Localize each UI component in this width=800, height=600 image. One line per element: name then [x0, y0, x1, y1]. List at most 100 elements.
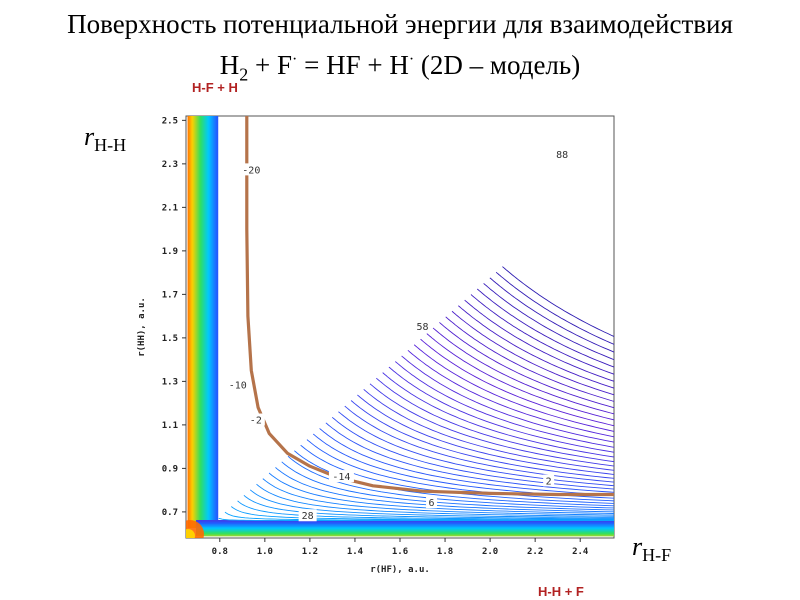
contour-line [489, 277, 614, 353]
y-tick-label: 2.1 [162, 203, 178, 213]
contour-label-bg [543, 474, 555, 487]
contour-line [287, 455, 614, 509]
y-tick-label: 1.5 [162, 334, 178, 344]
reaction-path [245, 116, 614, 497]
contour-line [369, 383, 614, 467]
contour-line [363, 389, 614, 471]
x-tick-label: 2.2 [527, 547, 543, 557]
reactants-label: H-H + F [538, 584, 584, 599]
x-axis-variable: rH-F [632, 532, 671, 566]
contour-value-label: 28 [302, 511, 314, 522]
x-tick-label: 1.4 [347, 547, 364, 557]
contour-line [388, 366, 614, 453]
contour-line [394, 361, 614, 448]
contour-line [237, 500, 614, 520]
contour-line [319, 428, 614, 496]
contour-line [249, 489, 614, 518]
contour-line [325, 422, 614, 493]
contour-value-label: 88 [556, 150, 568, 161]
contour-line [382, 372, 614, 458]
contour-line [256, 483, 614, 517]
contour-line [281, 461, 614, 511]
contour-label-bg [413, 320, 432, 332]
contour-value-label: -2 [250, 416, 262, 427]
contour-value-label: -10 [229, 381, 247, 392]
contour-label-bg [298, 509, 317, 522]
contour-line [445, 316, 614, 402]
contour-line [224, 511, 614, 521]
x-tick-label: 2.4 [572, 547, 589, 557]
y-tick-label: 1.9 [162, 247, 178, 257]
contour-line [306, 439, 614, 502]
title-line-2: H2 + F· = HF + H· (2D – модель) [0, 44, 800, 90]
contour-line [407, 349, 614, 438]
contour-value-label: 6 [429, 498, 435, 509]
contour-label-bg [238, 163, 264, 176]
x-tick-label: 1.0 [257, 547, 273, 557]
title-plus-f: + F [248, 50, 293, 80]
y-axis-variable: rH-H [84, 122, 126, 156]
y-variable-subscript: H-H [94, 135, 127, 156]
contour-line [350, 400, 614, 479]
title-h-subscript: 2 [239, 64, 249, 85]
y-tick-label: 1.1 [162, 421, 178, 431]
products-label: H-F + H [192, 80, 238, 95]
title-model: (2D – модель) [414, 50, 581, 80]
contour-value-label: -14 [332, 472, 350, 483]
contour-line [331, 416, 614, 490]
contour-line [470, 294, 614, 375]
title-radical-dot-2: · [408, 51, 415, 68]
y-tick-label: 1.7 [162, 290, 178, 300]
x-tick-label: 1.6 [392, 547, 408, 557]
contour-line [458, 305, 614, 389]
x-axis-label: r(HF), a.u. [370, 565, 430, 575]
contour-label-bg [426, 496, 438, 509]
contour-value-label: 2 [546, 476, 552, 487]
y-variable-symbol: r [84, 122, 95, 151]
contour-line [476, 288, 614, 368]
contour-line [300, 444, 614, 504]
axis-ticks: 0.8 1.0 1.2 1.4 1.6 1.8 2.0 2.2 2.4 0.7 0.9 1.1 1.3 1… [162, 116, 589, 557]
contour-line [451, 310, 614, 396]
contour-line [262, 478, 614, 516]
contour-line [344, 405, 614, 483]
contour-label-bg [328, 470, 354, 483]
y-tick-label: 2.3 [162, 160, 178, 170]
x-tick-label: 0.8 [212, 547, 228, 557]
y-tick-label: 0.7 [162, 508, 178, 518]
contour-line [294, 450, 614, 507]
title-h: H [219, 50, 240, 80]
contour-label-bg [553, 148, 572, 161]
x-tick-label: 2.0 [482, 547, 498, 557]
contour-lines [186, 116, 614, 538]
title-equals-hf-h: = HF + H [297, 50, 409, 80]
y-tick-label: 0.9 [162, 464, 178, 474]
x-variable-subscript: H-F [642, 545, 672, 566]
contour-line [420, 338, 614, 427]
contour-value-label: -20 [242, 165, 260, 176]
contour-line [338, 411, 614, 487]
x-tick-label: 1.2 [302, 547, 318, 557]
contour-line [464, 299, 614, 382]
contour-line [495, 271, 614, 345]
contour-line [483, 283, 614, 361]
contour-line [231, 506, 614, 521]
contour-line [357, 394, 614, 475]
y-axis-label: r(HH), a.u. [137, 297, 147, 357]
contour-line [413, 344, 614, 432]
contour-line [275, 467, 614, 513]
title-radical-dot-1: · [292, 51, 298, 68]
title-line-1: Поверхность потенциальной энергии для вз… [67, 9, 733, 39]
contour-line [426, 333, 614, 421]
reaction-path-layer [245, 116, 614, 497]
x-tick-label: 1.8 [437, 547, 453, 557]
contour-line [376, 377, 614, 463]
contour-line [401, 355, 614, 443]
contour-line [439, 322, 614, 409]
x-variable-symbol: r [632, 532, 643, 561]
y-tick-label: 2.5 [162, 116, 178, 126]
contour-label-bg [225, 378, 251, 391]
contour-line [502, 266, 614, 337]
contour-line [432, 327, 614, 415]
